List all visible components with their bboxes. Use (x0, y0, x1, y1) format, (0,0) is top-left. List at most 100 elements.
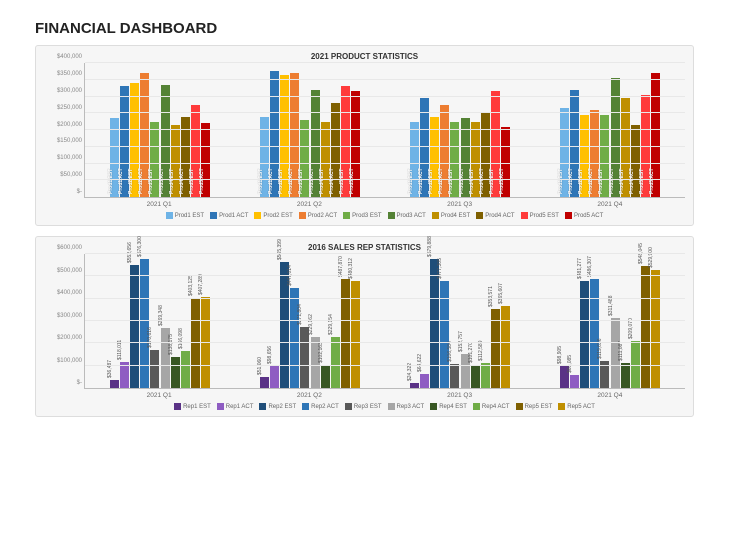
bar-label: Prod1 ACT (568, 168, 574, 194)
chart1-yaxis: $-$50,000$100,000$150,000$200,000$250,00… (44, 63, 84, 198)
bar: $51,060 (260, 377, 269, 388)
legend-label: Prod2 ACT (308, 213, 337, 219)
yaxis-tick: $400,000 (57, 54, 82, 60)
legend-item: Prod2 EST (254, 212, 292, 219)
bar-label: Prod2 ACT (138, 168, 144, 194)
bar-value: $111,087 (618, 341, 624, 361)
bar-label: Prod3 EST (598, 169, 604, 194)
quarter-group: Prod1 ESTProd1 ACTProd2 ESTProd2 ACTProd… (235, 63, 385, 197)
bar: $64,622 (420, 374, 429, 388)
bar-label: Prod2 EST (278, 169, 284, 194)
xaxis-label: 2021 Q3 (385, 198, 535, 208)
grid-line (85, 129, 685, 130)
grid-line (85, 179, 685, 180)
quarter-group: $36,487$118,011$552,656$576,300$170,616$… (85, 254, 235, 388)
bar-label: Prod2 ACT (438, 168, 444, 194)
yaxis-tick: $300,000 (57, 313, 82, 319)
xaxis-label: 2021 Q4 (535, 198, 685, 208)
bar-label: Prod4 ACT (629, 168, 635, 194)
bar-label: Prod4 ACT (329, 168, 335, 194)
bar-value: $98,656 (267, 346, 273, 364)
legend-item: Prod4 ACT (476, 212, 514, 219)
legend-swatch (343, 212, 350, 219)
chart2-xaxis: 2021 Q12021 Q22021 Q32021 Q4 (84, 389, 685, 399)
grid-line (85, 320, 685, 321)
yaxis-tick: $- (77, 189, 82, 195)
bar-label: Prod1 EST (258, 169, 264, 194)
bar: $111,087 (621, 363, 630, 388)
bar-label: Prod4 EST (319, 169, 325, 194)
chart2-area: $-$100,000$200,000$300,000$400,000$500,0… (44, 254, 685, 389)
bar: $98,656 (270, 366, 279, 388)
legend-item: Rep1 ACT (217, 403, 254, 410)
legend-swatch (210, 212, 217, 219)
legend-swatch (476, 212, 483, 219)
bar-label: Prod2 EST (578, 169, 584, 194)
bar-label: Prod1 EST (558, 169, 564, 194)
bar-label: Prod1 EST (408, 169, 414, 194)
bar-value: $98,905 (557, 346, 563, 364)
bar: $529,900 (651, 270, 660, 388)
bar-value: $576,300 (137, 236, 143, 257)
legend-label: Prod1 EST (175, 213, 204, 219)
bar-label: Prod5 ACT (649, 168, 655, 194)
bar-value: $166,098 (178, 328, 184, 349)
dashboard-container: FINANCIAL DASHBOARD 2021 PRODUCT STATIST… (0, 0, 729, 447)
legend-item: Prod5 ACT (565, 212, 603, 219)
bar: $102,163 (321, 365, 330, 388)
bar-value: $271,804 (297, 304, 303, 325)
bar: $101,270 (471, 365, 480, 388)
yaxis-tick: $600,000 (57, 245, 82, 251)
chart1-plot: Prod1 EST Prod1 ACT Prod2 EST Prod2 ACT Prod… (84, 63, 685, 198)
bar: $486,307 (590, 279, 599, 388)
page-title: FINANCIAL DASHBOARD (35, 20, 694, 37)
xaxis-label: 2021 Q2 (234, 198, 384, 208)
bar: $576,300 (140, 259, 149, 388)
yaxis-tick: $100,000 (57, 358, 82, 364)
bar: $481,277 (580, 281, 589, 388)
legend-swatch (166, 212, 173, 219)
yaxis-tick: $- (77, 380, 82, 386)
legend-swatch (259, 403, 266, 410)
grid-line (85, 146, 685, 147)
legend-swatch (521, 212, 528, 219)
grid-line (85, 253, 685, 254)
bar: $552,656 (130, 265, 139, 388)
legend-label: Prod4 ACT (485, 213, 514, 219)
bar: $229,154 (331, 337, 340, 388)
bar-label: Prod3 EST (298, 169, 304, 194)
bar-label: Prod5 EST (339, 169, 345, 194)
bar: $166,098 (181, 351, 190, 388)
chart1-panel: 2021 PRODUCT STATISTICS $-$50,000$100,00… (35, 45, 694, 226)
yaxis-tick: $50,000 (60, 172, 82, 178)
legend-swatch (516, 403, 523, 410)
bar-label: Prod5 EST (639, 169, 645, 194)
bar-label: Prod1 EST (108, 169, 114, 194)
legend-label: Rep1 ACT (226, 404, 254, 410)
legend-swatch (388, 212, 395, 219)
bar: $487,870 (341, 279, 350, 388)
legend-swatch (299, 212, 306, 219)
quarter-group: Prod1 ESTProd1 ACTProd2 ESTProd2 ACTProd… (85, 63, 235, 197)
quarter-group: $51,060$98,656$565,399$447,014$271,804$2… (235, 254, 385, 388)
legend-swatch (217, 403, 224, 410)
bar-label: Prod3 ACT (459, 168, 465, 194)
bar-value: $101,270 (468, 343, 474, 364)
legend-label: Prod5 EST (530, 213, 559, 219)
bar-label: Prod4 ACT (479, 168, 485, 194)
bar-value: $138,175 (168, 334, 174, 355)
legend-swatch (430, 403, 437, 410)
bar-value: $60,085 (567, 355, 573, 373)
bar-label: Prod4 EST (469, 169, 475, 194)
chart2-legend: Rep1 ESTRep1 ACTRep2 ESTRep2 ACTRep3 EST… (84, 403, 685, 410)
bar-label: Prod2 EST (128, 169, 134, 194)
bar-label: Prod5 ACT (499, 168, 505, 194)
legend-swatch (388, 403, 395, 410)
grid-line (85, 163, 685, 164)
bar-label: Prod1 ACT (118, 168, 124, 194)
bar-value: $229,162 (308, 314, 314, 335)
bar-label: Prod3 ACT (609, 168, 615, 194)
bar-label: Prod3 ACT (309, 168, 315, 194)
yaxis-tick: $200,000 (57, 335, 82, 341)
bar-value: $170,616 (147, 327, 153, 348)
